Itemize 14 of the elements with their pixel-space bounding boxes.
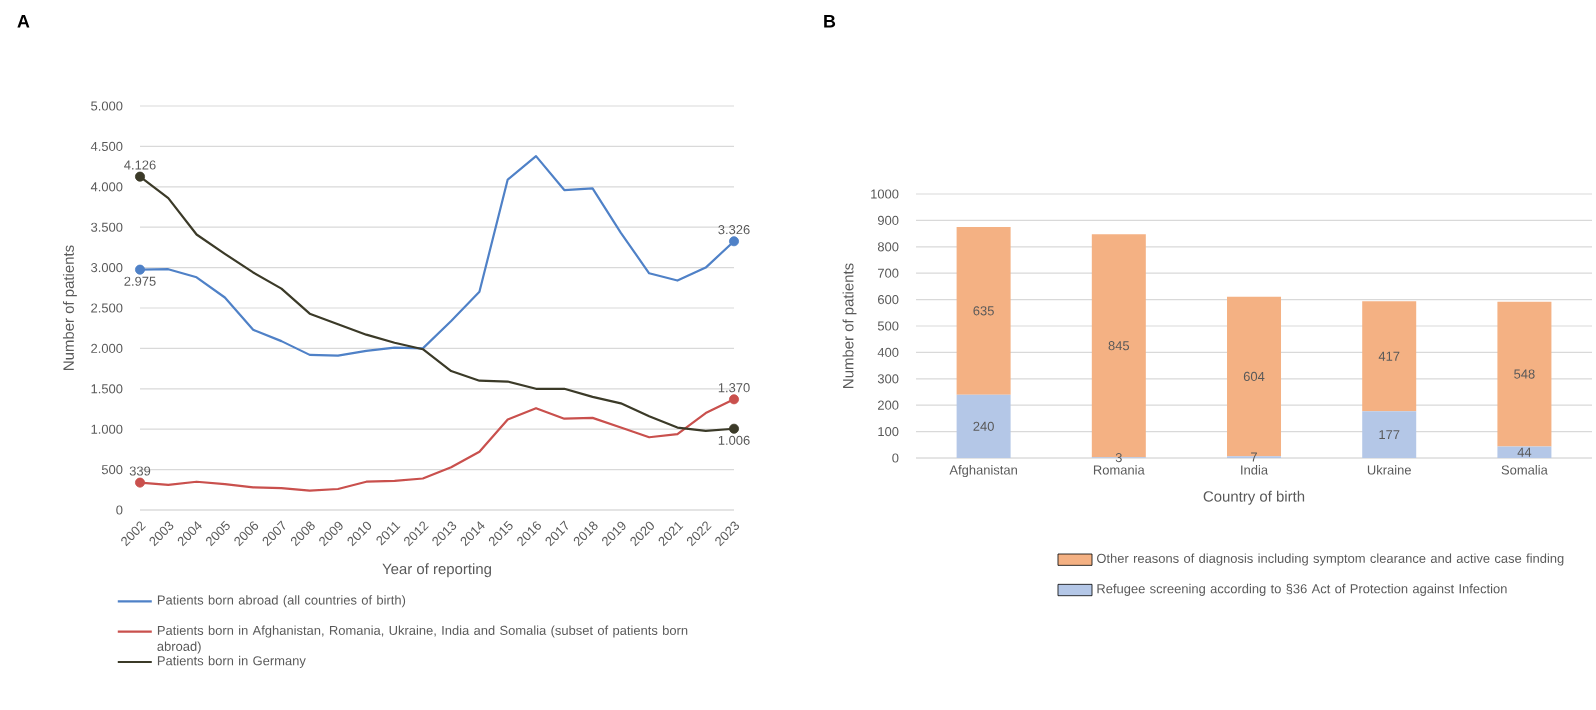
point <box>135 477 145 488</box>
bar <box>956 394 1011 458</box>
point <box>729 236 739 247</box>
bar <box>1497 301 1552 447</box>
point <box>729 423 739 434</box>
bar <box>1362 411 1417 458</box>
bar <box>1497 446 1552 458</box>
point <box>729 394 739 405</box>
point <box>135 171 145 182</box>
chart-title: A <box>17 15 30 28</box>
point <box>135 264 145 275</box>
bar <box>1362 301 1417 412</box>
bar <box>956 227 1011 395</box>
chart-title: B <box>824 15 836 28</box>
